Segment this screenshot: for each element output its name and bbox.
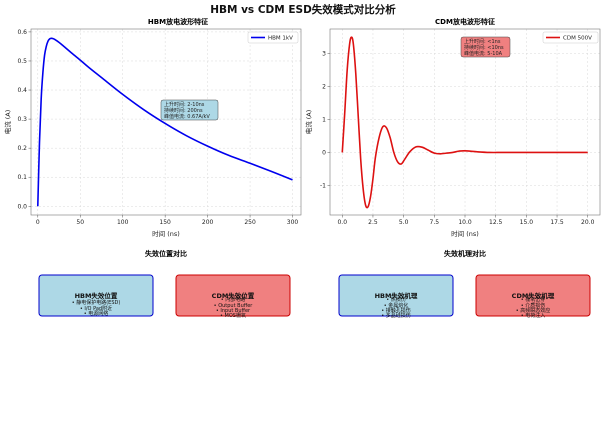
hbm-x-tick-label: 150 xyxy=(159,219,171,226)
hbm-x-tick-label: 0 xyxy=(36,219,40,226)
hbm-mechanism-box-bg xyxy=(338,274,454,317)
hbm-series-layer xyxy=(36,37,293,207)
figure-title: HBM vs CDM ESD失效模式对比分析 xyxy=(210,4,396,16)
failure-mechanism-title: 失效机理对比 xyxy=(444,249,486,258)
cdm-x-tick-label: 0.0 xyxy=(337,219,347,226)
hbm-x-tick-label: 200 xyxy=(202,219,214,226)
hbm-legend: HBM 1kV xyxy=(247,31,299,44)
cdm-mechanism-item: • 电荷注入 xyxy=(521,312,546,319)
hbm-mechanism-item: • 接触孔损伤 xyxy=(381,307,411,314)
cdm-location-title: CDM失效位置 xyxy=(212,291,255,300)
hbm-waveform-chart: HBM放电波形特征 0 50 100 150 200 250 300 0.0 0.1 0.2 0.3… xyxy=(3,17,302,238)
cdm-chart-title: CDM放电波形特征 xyxy=(435,17,495,26)
hbm-x-tick-label: 50 xyxy=(76,219,84,226)
cdm-annotation-line-3: 峰值电流: 5-10A xyxy=(464,50,503,57)
cdm-mechanism-title: CDM失效机理 xyxy=(512,291,555,300)
cdm-x-tick-label: 12.5 xyxy=(489,219,503,226)
cdm-annotation-line-1: 上升时间: <1ns xyxy=(464,38,501,45)
hbm-annotation-line-1: 上升时间: 2-10ns xyxy=(164,101,205,108)
hbm-location-box-bg xyxy=(38,274,154,317)
cdm-location-item: • 内部电路 xyxy=(221,296,246,303)
hbm-location-item: • 电源网络 xyxy=(84,310,109,317)
hbm-plot-frame xyxy=(30,28,302,216)
failure-mechanism-panel: 失效机理对比 HBM失效机理 • 热损伤 • 金属熔化 • 接触孔损伤 • 多晶… xyxy=(338,249,591,319)
hbm-mechanism-item: • 金属熔化 xyxy=(384,302,409,309)
cdm-x-tick-label: 2.5 xyxy=(368,219,378,226)
cdm-series-line xyxy=(341,36,588,209)
hbm-mechanism-item: • 多晶硅损伤 xyxy=(381,312,411,319)
hbm-y-tick-label: 0.6 xyxy=(17,29,27,36)
failure-location-title: 失效位置对比 xyxy=(145,249,187,258)
hbm-x-tick-label: 300 xyxy=(287,219,299,226)
hbm-x-tick-label: 250 xyxy=(244,219,256,226)
hbm-x-tick-label: 100 xyxy=(117,219,129,226)
hbm-mechanism-title: HBM失效机理 xyxy=(375,291,418,300)
hbm-annotation: 上升时间: 2-10ns 持续时间: 200ns 峰值电流: 0.67A/kV xyxy=(160,99,219,121)
hbm-y-tick-label: 0.4 xyxy=(17,87,27,94)
hbm-location-item: • I/O Pad附近 xyxy=(80,305,112,312)
hbm-y-tick-label: 0.0 xyxy=(17,203,27,210)
hbm-location-box: HBM失效位置 • 静电保护电路(ESD) • I/O Pad附近 • 电源网络 xyxy=(38,274,154,317)
cdm-x-tick-label: 17.5 xyxy=(550,219,564,226)
cdm-x-tick-label: 20.0 xyxy=(581,219,595,226)
cdm-legend: CDM 500V xyxy=(542,31,599,44)
hbm-location-item: • 静电保护电路(ESD) xyxy=(72,299,121,306)
cdm-annotation: 上升时间: <1ns 持续时间: <10ns 峰值电流: 5-10A xyxy=(460,36,511,58)
cdm-y-tick-label: -1 xyxy=(320,182,326,189)
hbm-y-tick-label: 0.1 xyxy=(17,174,27,181)
hbm-y-tick-label: 0.2 xyxy=(17,145,27,152)
cdm-y-tick-label: 1 xyxy=(322,117,326,124)
cdm-y-tick-label: 3 xyxy=(322,51,326,58)
hbm-ticks: 0 50 100 150 200 250 300 0.0 0.1 0.2 0.3 0.4 0.5 0.6 xyxy=(17,29,298,226)
hbm-grid xyxy=(31,29,301,215)
cdm-mechanism-box: CDM失效机理 • 栅氧击穿 • 介质损伤 • 高频瞬态效应 • 电荷注入 xyxy=(475,274,591,319)
cdm-legend-label: CDM 500V xyxy=(563,36,592,42)
cdm-y-axis-label: 电流 (A) xyxy=(304,110,313,135)
hbm-series-line xyxy=(36,37,293,207)
hbm-y-tick-label: 0.3 xyxy=(17,116,27,123)
hbm-x-axis-label: 时间 (ns) xyxy=(152,229,180,238)
cdm-waveform-chart: CDM放电波形特征 0.0 2.5 5.0 7.5 10.0 12.5 15.0 17.5 20… xyxy=(304,17,601,238)
cdm-location-box-bg xyxy=(175,274,291,317)
hbm-y-tick-label: 0.5 xyxy=(17,58,27,65)
cdm-location-item: • Input Buffer xyxy=(216,308,251,314)
cdm-series-layer xyxy=(341,36,588,209)
cdm-y-tick-label: 2 xyxy=(322,84,326,91)
failure-location-panel: 失效位置对比 HBM失效位置 • 静电保护电路(ESD) • I/O Pad附近… xyxy=(38,249,291,319)
cdm-location-item: • MOS栅氧 xyxy=(220,312,246,319)
cdm-location-item: • Output Buffer xyxy=(214,303,254,309)
hbm-mechanism-box: HBM失效机理 • 热损伤 • 金属熔化 • 接触孔损伤 • 多晶硅损伤 xyxy=(338,274,454,319)
cdm-x-axis-label: 时间 (ns) xyxy=(451,229,479,238)
cdm-mechanism-item: • 高频瞬态效应 xyxy=(516,307,551,314)
cdm-mechanism-item: • 栅氧击穿 xyxy=(521,296,546,303)
hbm-mechanism-item: • 热损伤 xyxy=(386,296,406,303)
cdm-mechanism-item: • 介质损伤 xyxy=(521,302,546,309)
hbm-chart-title: HBM放电波形特征 xyxy=(148,17,208,26)
hbm-y-axis-label: 电流 (A) xyxy=(3,110,12,135)
cdm-x-tick-label: 5.0 xyxy=(399,219,409,226)
hbm-legend-label: HBM 1kV xyxy=(268,36,293,42)
cdm-x-tick-label: 7.5 xyxy=(430,219,440,226)
hbm-annotation-line-2: 持续时间: 200ns xyxy=(164,107,203,114)
cdm-annotation-line-2: 持续时间: <10ns xyxy=(464,44,504,51)
hbm-location-title: HBM失效位置 xyxy=(75,291,118,300)
cdm-ticks: 0.0 2.5 5.0 7.5 10.0 12.5 15.0 17.5 20.0 -1 0 1 2 3 xyxy=(320,51,595,226)
cdm-mechanism-box-bg xyxy=(475,274,591,317)
cdm-x-tick-label: 15.0 xyxy=(520,219,534,226)
hbm-annotation-line-3: 峰值电流: 0.67A/kV xyxy=(164,113,210,120)
cdm-location-box: CDM失效位置 • 内部电路 • Output Buffer • Input B… xyxy=(175,274,291,319)
cdm-y-tick-label: 0 xyxy=(322,149,326,156)
cdm-x-tick-label: 10.0 xyxy=(458,219,472,226)
